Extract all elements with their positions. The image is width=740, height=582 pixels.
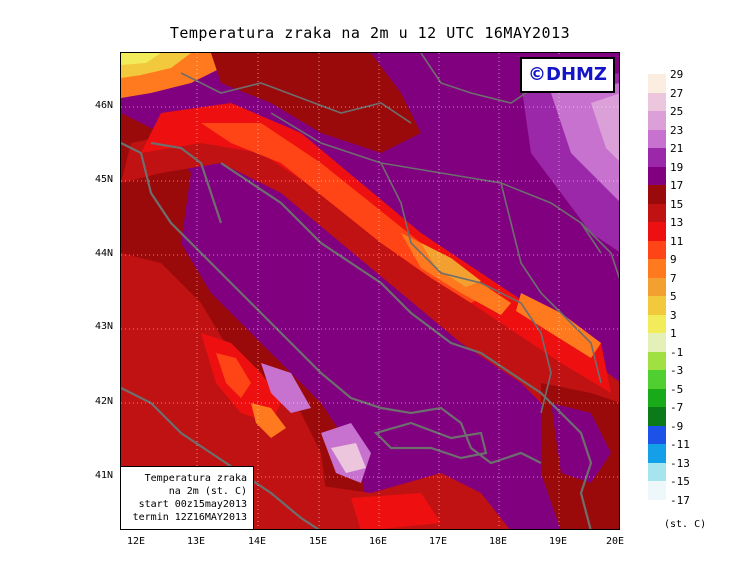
lat-tick: 42N [95, 396, 114, 407]
legend-label: 27 [670, 86, 684, 100]
legend-swatch [648, 222, 666, 241]
balkan-warm-band [121, 123, 619, 472]
legend-swatch [648, 148, 666, 167]
balkan-hot-band [141, 103, 611, 393]
legend-swatch [648, 425, 666, 444]
lat-tick: 44N [95, 248, 114, 259]
legend-label: -11 [670, 438, 690, 451]
borders [180, 53, 619, 414]
legend-swatch [648, 277, 666, 296]
info-box: Temperatura zraka na 2m (st. C) start 00… [120, 466, 254, 530]
legend-label: -5 [670, 382, 684, 396]
legend-label: 25 [670, 105, 684, 118]
italy-hot-zone-2 [216, 353, 251, 398]
legend-label: -1 [670, 345, 684, 359]
lat-tick: 46N [95, 100, 114, 111]
italy-cool-patch-3 [331, 443, 366, 473]
legend-swatch [648, 333, 666, 352]
legend-label: 1 [670, 327, 677, 340]
legend-colorbar [648, 74, 666, 500]
pannonian-zone-3 [591, 93, 619, 161]
info-line: na 2m (st. C) [168, 486, 247, 497]
balkan-yellow-core [421, 243, 481, 287]
legend-swatch [648, 481, 666, 500]
lon-tick: 17E [429, 536, 448, 547]
balkan-se-core [516, 293, 601, 358]
legend-swatch [648, 407, 666, 426]
legend-label: 21 [670, 142, 684, 155]
north-cool-patch [371, 53, 471, 113]
legend-swatch [648, 462, 666, 481]
legend-swatch [648, 92, 666, 111]
legend-swatch [648, 129, 666, 148]
legend-label: -15 [670, 475, 690, 488]
legend-label: 17 [670, 179, 684, 192]
legend-swatch [648, 74, 666, 93]
south-hot-zone [351, 493, 441, 529]
lon-tick: 18E [489, 536, 508, 547]
legend-label: -17 [670, 493, 690, 507]
legend-label: 9 [670, 253, 677, 266]
lon-tick: 14E [248, 536, 267, 547]
legend-swatch [648, 111, 666, 130]
legend-label: 19 [670, 160, 684, 174]
chart-title: Temperatura zraka na 2m u 12 UTC 16MAY20… [169, 24, 571, 42]
legend-swatch [648, 351, 666, 370]
graticule [121, 53, 619, 529]
lon-tick: 15E [309, 536, 328, 547]
legend-swatch [648, 185, 666, 204]
legend-label: 13 [670, 216, 684, 229]
southeast-cool-patch [551, 403, 611, 483]
lon-tick: 13E [187, 536, 206, 547]
legend-swatch [648, 166, 666, 185]
legend-label: 11 [670, 234, 684, 248]
legend-swatch [648, 444, 666, 463]
lon-tick: 19E [549, 536, 568, 547]
info-line: start 00z15may2013 [138, 499, 247, 510]
temperature-map: ©DHMZ [120, 52, 620, 530]
legend-swatch [648, 259, 666, 278]
info-line: Temperatura zraka [144, 473, 247, 484]
legend-label: 7 [670, 271, 677, 285]
legend-swatch [648, 370, 666, 389]
lon-tick: 20E [606, 536, 625, 547]
lat-tick: 41N [95, 470, 114, 481]
lat-tick: 43N [95, 321, 114, 332]
legend-label: 15 [670, 197, 684, 211]
legend-swatch [648, 203, 666, 222]
legend-label: 5 [670, 290, 677, 303]
legend-label: 23 [670, 123, 684, 137]
legend-label: -9 [670, 419, 684, 433]
lon-tick: 12E [127, 536, 146, 547]
legend-swatch [648, 240, 666, 259]
coastlines [121, 141, 593, 529]
info-line: termin 12Z16MAY2013 [132, 512, 247, 523]
dhmz-logo: ©DHMZ [520, 57, 615, 93]
lat-tick: 45N [95, 174, 114, 185]
legend-label: -7 [670, 401, 684, 414]
legend-swatch [648, 314, 666, 333]
legend-label: 3 [670, 308, 677, 322]
legend-swatch [648, 296, 666, 315]
alps-peak-zone [121, 53, 161, 65]
map-canvas [121, 53, 619, 529]
italy-cool-patch-1 [261, 363, 311, 413]
legend-label: 29 [670, 68, 684, 81]
legend-label: -13 [670, 456, 690, 470]
legend-label: -3 [670, 364, 684, 377]
legend-unit: (st. C) [664, 519, 707, 530]
lon-tick: 16E [369, 536, 388, 547]
italy-hot-zone-3 [251, 403, 286, 438]
legend-swatch [648, 388, 666, 407]
